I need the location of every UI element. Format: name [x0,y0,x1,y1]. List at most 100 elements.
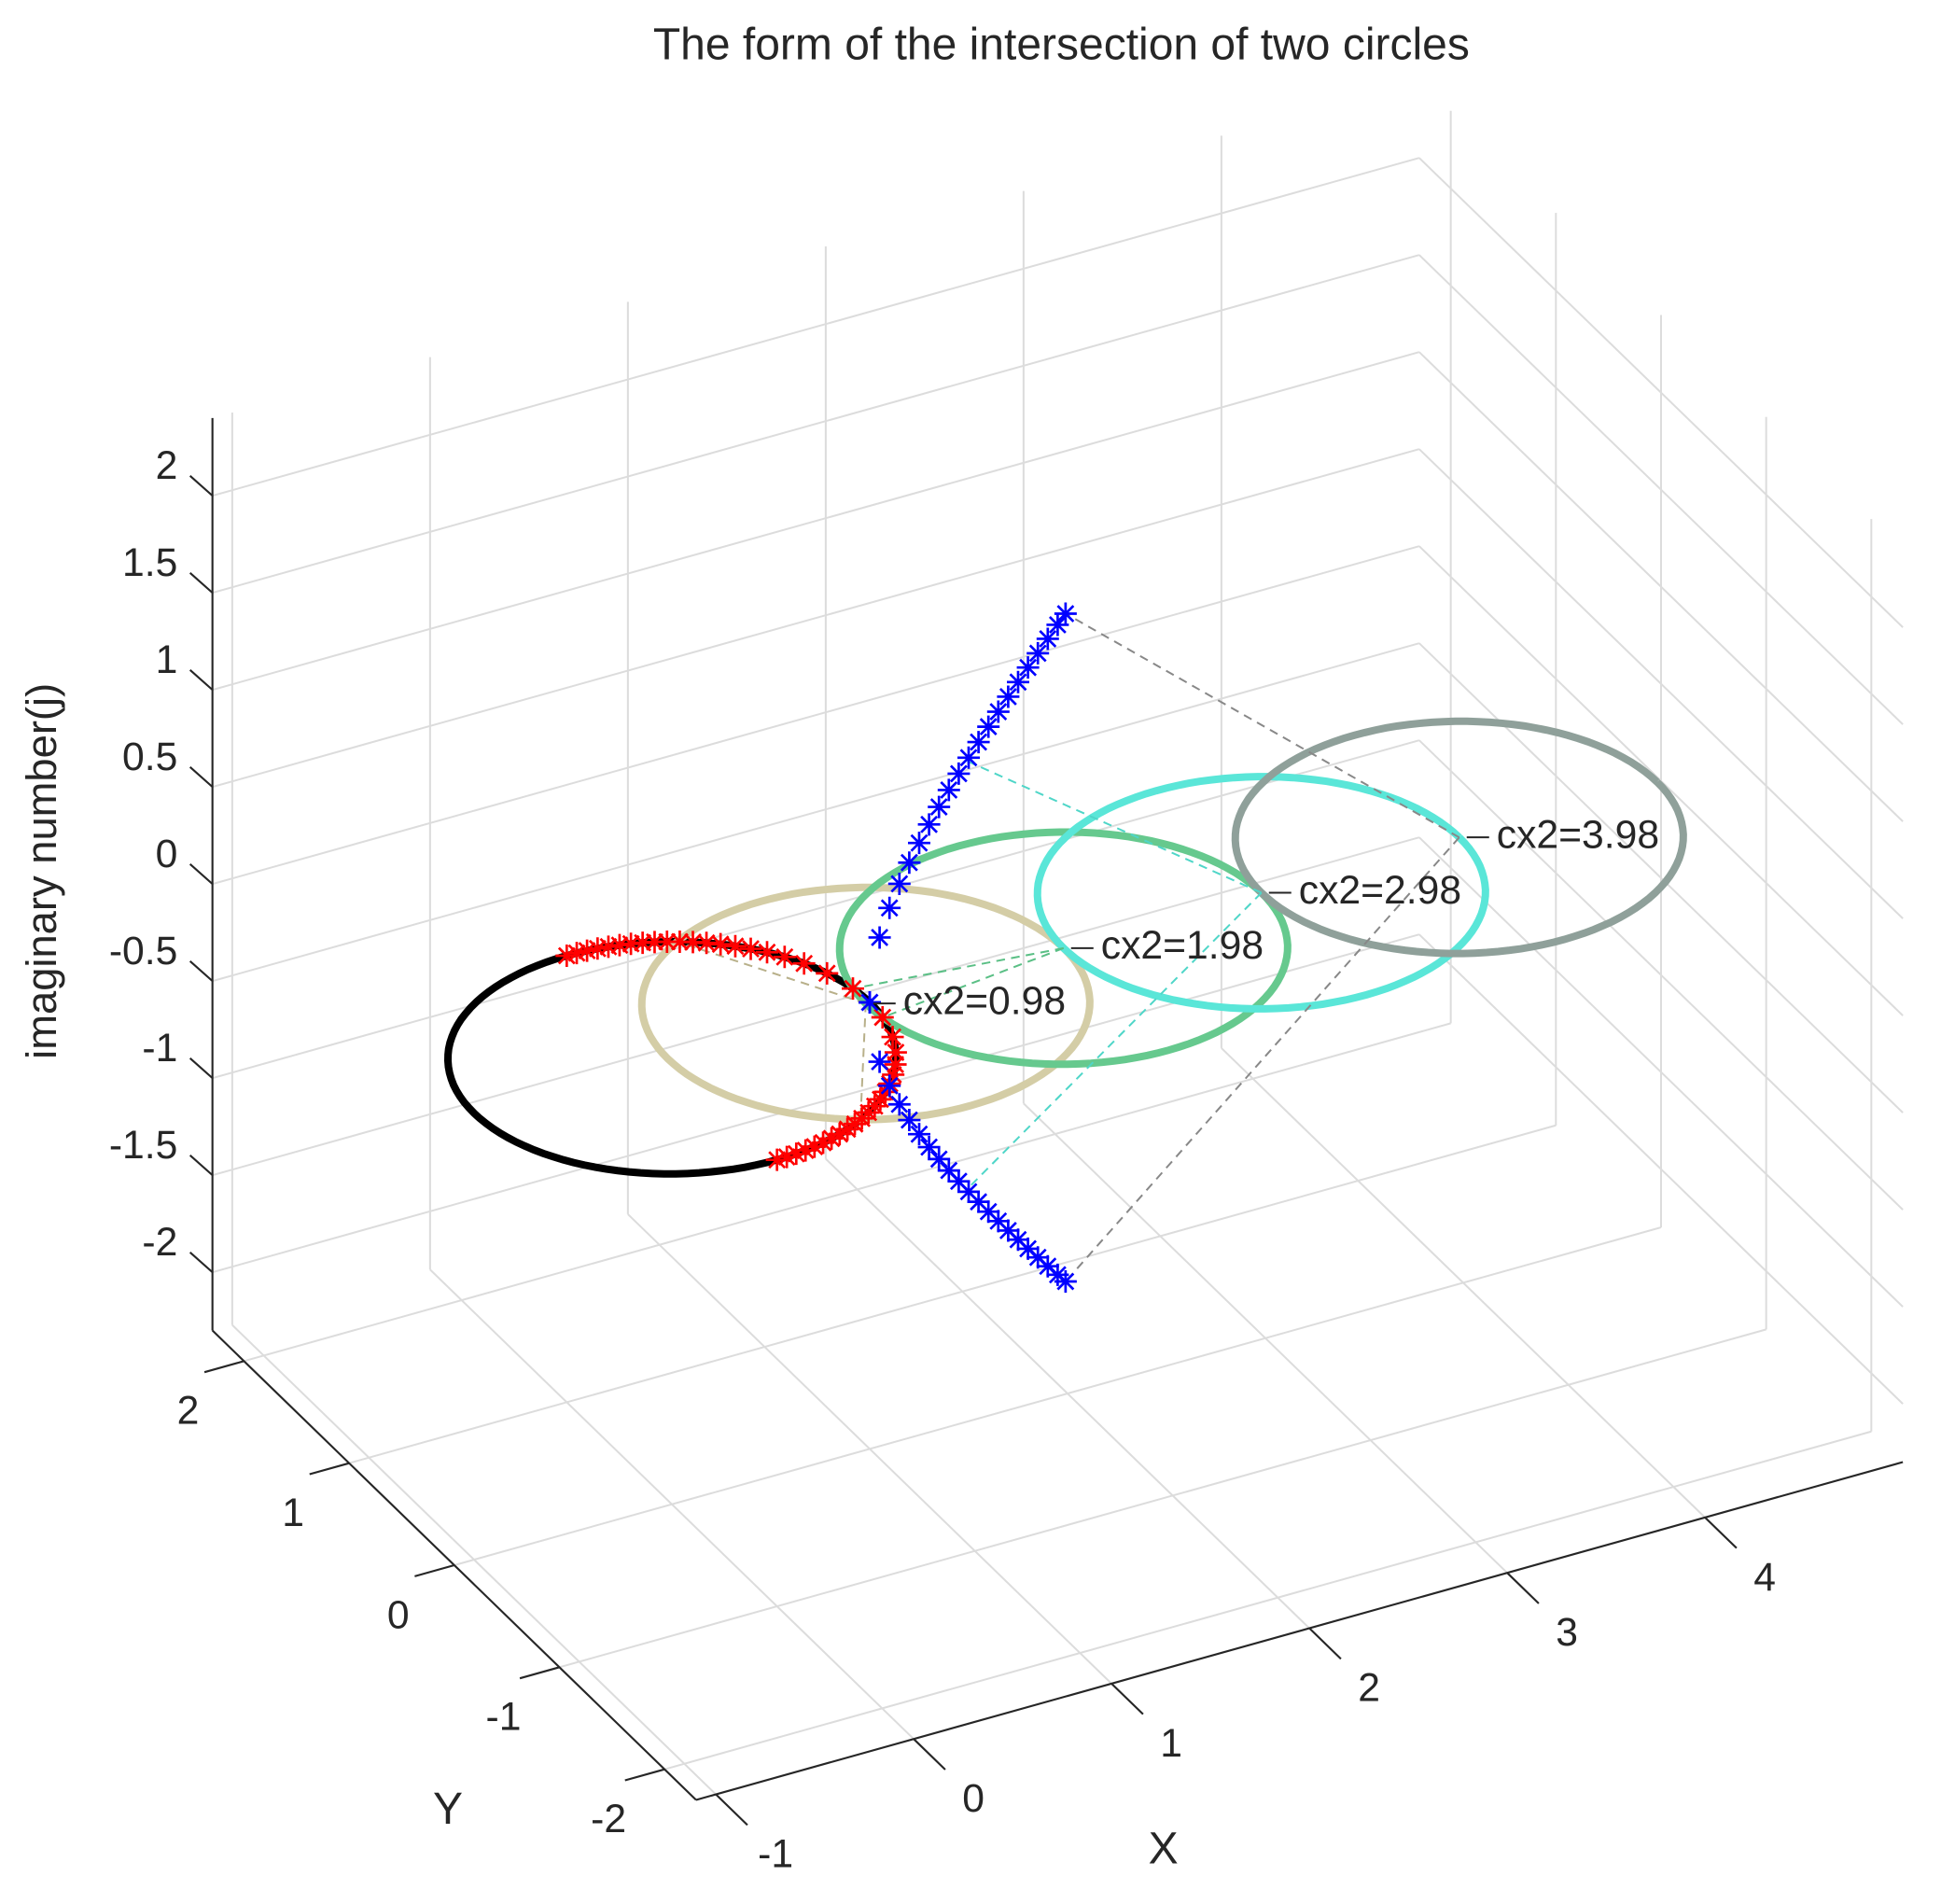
grid-line [212,933,1420,1274]
star-marker [1026,1246,1050,1269]
x-tick-label: 1 [1160,1721,1182,1766]
star-marker [881,1026,904,1049]
star-marker [868,926,891,949]
star-marker [884,1041,907,1064]
star-marker [869,1087,892,1111]
star-marker [668,930,691,953]
star-marker [997,685,1020,708]
star-marker [947,762,970,785]
star-marker [1036,627,1059,651]
star-marker [1054,602,1077,625]
star-marker [868,1050,891,1073]
grid-line [212,448,1420,789]
z-tick-label: 1 [156,637,178,682]
star-marker [908,832,930,855]
z-tick-label: -1.5 [109,1123,178,1168]
star-marker [1007,1228,1029,1252]
grid-line [1418,448,1904,919]
star-marker [828,1123,851,1146]
star-marker [887,872,911,895]
y-tick [414,1563,455,1577]
star-marker [723,934,747,958]
star-marker [773,945,796,969]
z-tick [189,1057,214,1079]
star-marker [620,932,643,956]
x-tick [1506,1572,1540,1604]
star-marker [1046,613,1069,637]
x-tick-label: -1 [758,1831,793,1876]
star-marker [1016,1237,1040,1260]
star-marker [836,1117,859,1141]
star-marker [967,731,990,754]
leader-line [1065,612,1460,839]
z-tick-label: 0 [156,832,178,876]
z-tick-label: 1.5 [122,540,177,585]
star-marker [986,1210,1010,1233]
star-marker [1016,656,1040,679]
grid-line [1418,157,1904,628]
star-marker [884,1053,907,1076]
y-tick [624,1768,665,1782]
star-marker [739,937,762,960]
z-tick [189,572,214,594]
star-marker [681,931,705,954]
star-marker [947,1169,970,1193]
z-tick [189,863,214,885]
grid-line [559,1328,1766,1669]
star-marker [917,813,941,836]
star-marker [785,1142,808,1166]
grid-line [454,1226,1662,1566]
x-tick-label: 3 [1556,1610,1578,1655]
star-marker [878,896,901,919]
grid-line [348,1124,1557,1464]
z-tick-label: -0.5 [109,929,178,973]
grid-line [663,1430,1872,1771]
star-marker [957,1180,980,1203]
star-marker [794,1139,817,1162]
star-marker [917,1136,941,1159]
annotation: cx2=3.98 [1497,812,1659,857]
y-tick-label: -2 [591,1797,626,1841]
star-marker [957,746,980,769]
star-marker [1026,641,1050,665]
star-marker [898,1109,921,1132]
y-tick [203,1360,244,1374]
x-tick-label: 0 [962,1776,984,1821]
z-tick-label: -2 [142,1220,177,1265]
annotation: cx2=2.98 [1299,868,1461,913]
star-marker [695,931,719,955]
grid-line [212,545,1420,886]
star-marker [576,939,599,962]
grid-line [212,739,1420,1080]
leader-line [966,891,1263,1191]
star-marker [607,933,631,957]
star-marker [908,1123,930,1146]
star-marker [596,935,620,959]
star-marker [928,795,951,819]
x-axis-label: X [1149,1825,1179,1874]
grid-line [1418,254,1904,725]
star-marker [1054,1270,1077,1294]
grid-line [1418,933,1904,1405]
star-marker [812,1131,835,1155]
star-marker [555,945,579,967]
star-marker [803,1135,826,1158]
star-marker [871,1006,894,1029]
grid-line [212,157,1420,497]
grid-line [212,642,1420,983]
star-marker [937,778,960,802]
chart-title: The form of the intersection of two circ… [653,20,1470,69]
z-tick [189,669,214,691]
x-tick [1308,1627,1342,1660]
x-tick-label: 2 [1358,1665,1380,1710]
star-marker [566,942,589,965]
annotation: cx2=0.98 [903,978,1066,1023]
z-tick [189,1252,214,1273]
z-tick-label: 0.5 [122,735,177,779]
z-axis-label: imaginary number(j) [18,683,65,1059]
star-marker [586,937,609,960]
x-tick [715,1793,748,1827]
leader-line [852,946,1064,990]
star-marker [841,977,864,1001]
